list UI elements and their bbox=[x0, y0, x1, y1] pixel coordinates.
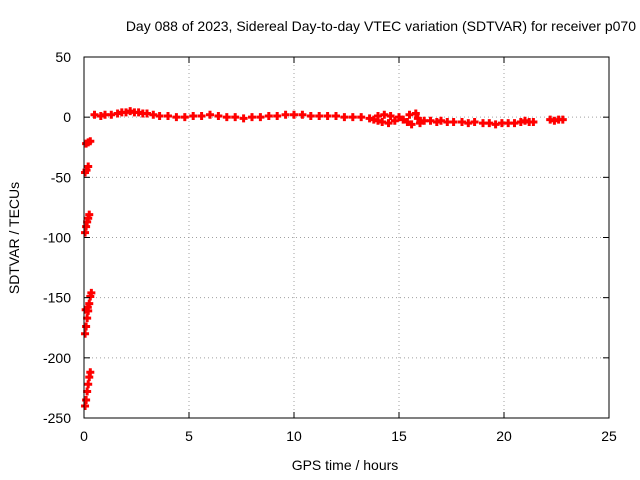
data-point bbox=[390, 116, 399, 125]
data-point bbox=[222, 113, 231, 122]
data-point bbox=[85, 210, 94, 219]
data-point bbox=[189, 111, 198, 120]
data-point bbox=[256, 113, 265, 122]
x-tick-label: 25 bbox=[601, 428, 617, 444]
data-point bbox=[86, 368, 95, 377]
data-point bbox=[399, 115, 408, 124]
data-point bbox=[281, 110, 290, 119]
data-point bbox=[83, 303, 92, 312]
data-point bbox=[315, 111, 324, 120]
data-point bbox=[340, 113, 349, 122]
x-tick-label: 5 bbox=[185, 428, 193, 444]
data-point bbox=[84, 162, 93, 171]
y-tick-label: -50 bbox=[51, 169, 71, 185]
x-tick-label: 0 bbox=[80, 428, 88, 444]
x-tick-label: 10 bbox=[286, 428, 302, 444]
data-point bbox=[298, 110, 307, 119]
y-tick-label: -150 bbox=[43, 290, 71, 306]
data-point bbox=[332, 111, 340, 120]
data-point bbox=[449, 117, 458, 126]
x-axis-ticks: 0 5 10 15 20 25 bbox=[80, 57, 617, 444]
data-point bbox=[348, 113, 357, 122]
y-tick-label: -100 bbox=[43, 230, 71, 246]
data-point bbox=[395, 113, 403, 122]
x-axis-label: GPS time / hours bbox=[292, 457, 399, 473]
data-points bbox=[81, 107, 567, 410]
data-point bbox=[384, 119, 393, 128]
data-point bbox=[529, 117, 538, 126]
data-point bbox=[231, 113, 240, 122]
data-point bbox=[290, 110, 298, 119]
data-point bbox=[197, 111, 206, 120]
chart-title: Day 088 of 2023, Sidereal Day-to-day VTE… bbox=[126, 18, 636, 34]
data-point bbox=[164, 111, 172, 120]
data-point bbox=[82, 395, 91, 404]
data-point bbox=[403, 117, 412, 126]
data-point bbox=[82, 322, 91, 331]
data-point bbox=[407, 120, 416, 129]
data-point bbox=[273, 111, 282, 120]
y-axis-label: SDTVAR / TECUs bbox=[6, 182, 22, 294]
y-tick-label: 0 bbox=[63, 109, 71, 125]
data-point bbox=[411, 109, 420, 118]
data-point bbox=[386, 111, 395, 120]
y-axis-ticks: 50 0 -50 -100 -150 -200 -250 bbox=[43, 49, 609, 426]
data-point bbox=[87, 288, 96, 297]
data-point bbox=[206, 110, 214, 119]
data-point bbox=[172, 113, 181, 122]
plot-area-frame bbox=[83, 56, 610, 419]
y-tick-label: -250 bbox=[43, 410, 71, 426]
y-tick-label: 50 bbox=[55, 49, 71, 65]
grid-lines bbox=[84, 57, 609, 418]
data-point bbox=[214, 111, 223, 120]
data-point bbox=[306, 111, 315, 120]
data-point bbox=[248, 113, 256, 122]
data-point bbox=[239, 114, 248, 123]
x-tick-label: 15 bbox=[391, 428, 407, 444]
data-point bbox=[84, 380, 93, 389]
data-point bbox=[155, 111, 164, 120]
data-point bbox=[558, 115, 567, 124]
data-point bbox=[323, 111, 332, 120]
data-point bbox=[470, 117, 479, 126]
x-tick-label: 20 bbox=[496, 428, 512, 444]
data-point bbox=[86, 137, 95, 146]
data-point bbox=[81, 329, 90, 338]
y-tick-label: -200 bbox=[43, 350, 71, 366]
data-point bbox=[416, 119, 424, 128]
data-point bbox=[357, 113, 366, 122]
data-point bbox=[413, 114, 422, 123]
data-point bbox=[264, 111, 273, 120]
data-point bbox=[180, 113, 189, 122]
